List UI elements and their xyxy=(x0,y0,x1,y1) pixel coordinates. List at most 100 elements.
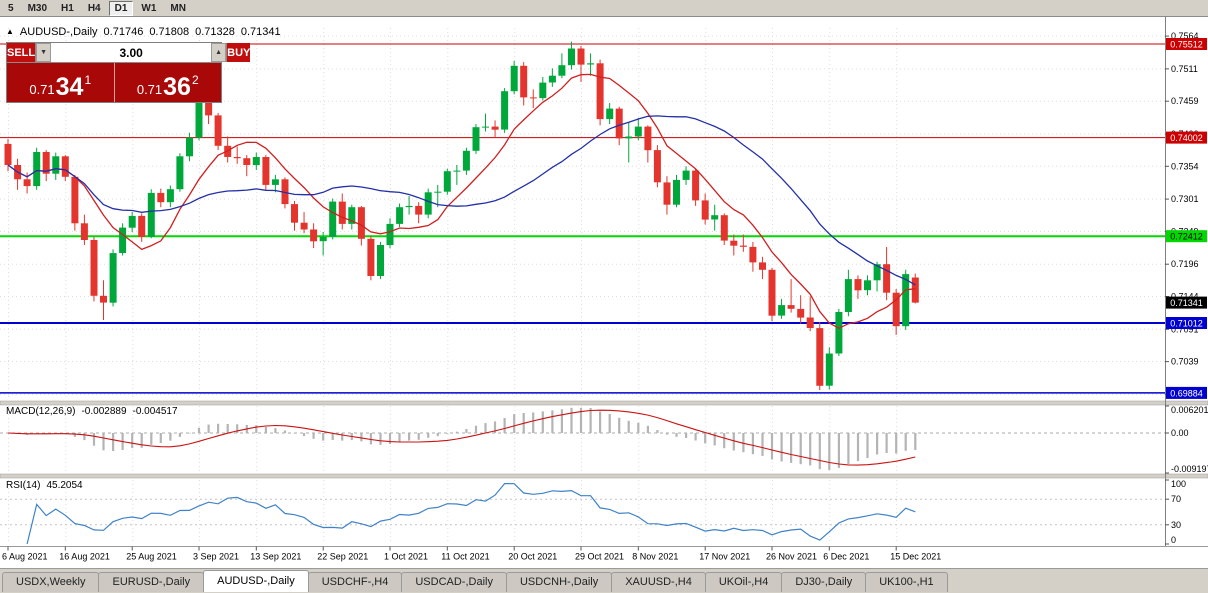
axis-label: 0.7144 xyxy=(1171,292,1199,302)
price-level-badge-label: 0.74002 xyxy=(1170,133,1203,143)
candle-body xyxy=(166,189,174,203)
chart-tab-uk100-h1[interactable]: UK100-,H1 xyxy=(865,572,948,592)
macd-histogram-bar xyxy=(455,431,458,433)
macd-histogram-bar xyxy=(73,433,76,437)
macd-histogram-bar xyxy=(150,433,153,445)
macd-histogram-bar xyxy=(761,433,764,456)
macd-histogram-bar xyxy=(637,422,640,433)
price-level-badge xyxy=(1166,131,1207,144)
candle-body xyxy=(491,126,499,130)
price-level-badge xyxy=(1166,317,1207,329)
candle-body xyxy=(759,262,766,270)
date-axis-label: 6 Dec 2021 xyxy=(823,552,869,562)
chart-tab-usdx-weekly[interactable]: USDX,Weekly xyxy=(2,572,100,592)
macd-histogram-bar xyxy=(197,427,201,433)
candle-body xyxy=(147,192,155,237)
chart-tab-dj30-daily[interactable]: DJ30-,Daily xyxy=(781,572,867,592)
chart-tab-eurusd-daily[interactable]: EURUSD-,Daily xyxy=(98,572,205,592)
candle-body xyxy=(835,312,843,354)
chart-tab-ukoil-h4[interactable]: UKOil-,H4 xyxy=(704,572,783,592)
candle-body xyxy=(109,253,117,303)
one-click-top-row: SELL ▼ ▲ BUY xyxy=(7,43,251,62)
chart-tab-audusd-daily[interactable]: AUDUSD-,Daily xyxy=(203,570,309,592)
timeframe-button-h1[interactable]: H1 xyxy=(61,2,74,14)
candle-body xyxy=(195,103,203,138)
macd-histogram-bar xyxy=(493,421,497,433)
macd-histogram-bar xyxy=(417,433,420,440)
macd-histogram-bar xyxy=(837,433,840,468)
candle-body xyxy=(539,82,547,99)
macd-histogram-bar xyxy=(427,433,430,438)
candle-body xyxy=(176,156,184,190)
macd-histogram-bar xyxy=(694,433,697,441)
buy-button[interactable]: BUY xyxy=(227,43,251,62)
candle-body xyxy=(739,245,747,247)
candle-body xyxy=(568,48,575,66)
macd-histogram-bar xyxy=(236,424,239,433)
timeframe-button-d1[interactable]: D1 xyxy=(108,0,134,16)
panel-divider[interactable] xyxy=(0,473,1208,479)
macd-histogram-bar xyxy=(102,433,105,451)
axis-label: 0.006201 xyxy=(1171,405,1208,415)
timeframe-button-w1[interactable]: W1 xyxy=(141,2,157,14)
macd-histogram-bar xyxy=(579,407,583,433)
panel-divider[interactable] xyxy=(0,400,1208,406)
sell-button[interactable]: SELL xyxy=(7,43,36,62)
price-level-badge xyxy=(1166,296,1207,309)
candle-body xyxy=(625,136,633,139)
volume-control: ▼ ▲ xyxy=(35,43,228,62)
macd-histogram-bar xyxy=(847,433,850,464)
chart-tab-usdcad-daily[interactable]: USDCAD-,Daily xyxy=(401,572,507,592)
candle-body xyxy=(892,292,900,327)
macd-histogram-bar xyxy=(255,425,258,433)
candle-body xyxy=(529,97,537,99)
macd-histogram-bar xyxy=(436,433,439,437)
price-level-badge xyxy=(1166,38,1207,50)
candle-body xyxy=(281,179,289,205)
volume-increase-button[interactable]: ▲ xyxy=(211,43,227,62)
macd-histogram-bar xyxy=(790,433,793,463)
rsi-line xyxy=(26,482,916,545)
chart-symbol-label: AUDUSD-,Daily xyxy=(19,26,98,38)
axis-label: 0.00 xyxy=(1171,428,1189,438)
date-axis-label: 20 Oct 2021 xyxy=(508,552,557,562)
macd-histogram-bar xyxy=(914,433,917,450)
macd-signal-line xyxy=(7,409,916,466)
chart-tab-bar: USDX,Weekly EURUSD-,Daily AUDUSD-,Daily USD… xyxy=(0,568,1208,593)
volume-input[interactable] xyxy=(51,43,212,62)
macd-histogram-bar xyxy=(408,433,411,441)
macd-histogram-bar xyxy=(627,420,630,433)
ohlc-open-value: 0.71746 xyxy=(103,26,144,38)
sell-price-panel[interactable]: 0.71 34 1 xyxy=(7,63,115,102)
timeframe-button-m30[interactable]: M30 xyxy=(27,2,48,14)
ma-slow-line xyxy=(7,115,916,286)
timeframe-button-mn[interactable]: MN xyxy=(170,2,186,14)
timeframe-button-5[interactable]: 5 xyxy=(8,2,14,14)
macd-histogram-bar xyxy=(331,433,334,440)
axis-label: 0 xyxy=(1171,535,1176,545)
candle-body xyxy=(806,317,814,328)
candle-body xyxy=(558,65,566,76)
candle-body xyxy=(825,353,833,386)
chart-tab-usdcnh-daily[interactable]: USDCNH-,Daily xyxy=(505,572,613,592)
candle-body xyxy=(157,192,165,203)
candle-body xyxy=(720,215,728,241)
timeframe-button-h4[interactable]: H4 xyxy=(87,2,101,14)
ohlc-high-value: 0.71808 xyxy=(149,26,190,38)
buy-price-panel[interactable]: 0.71 36 2 xyxy=(114,63,221,102)
macd-histogram-bar xyxy=(618,417,621,433)
candle-body xyxy=(100,295,107,303)
volume-decrease-button[interactable]: ▼ xyxy=(36,43,52,62)
price-level-badge-label: 0.71012 xyxy=(1170,319,1203,329)
candle-body xyxy=(596,63,604,120)
candle-body xyxy=(252,157,260,166)
macd-histogram-bar xyxy=(876,433,879,455)
one-click-collapse-icon[interactable]: ▲ xyxy=(6,27,14,36)
timeframe-toolbar: 5 M30 H1 H4 D1 W1 MN xyxy=(0,0,1208,17)
candle-body xyxy=(501,91,509,130)
date-axis-label: 3 Sep 2021 xyxy=(193,552,239,562)
chart-tab-usdchf-h4[interactable]: USDCHF-,H4 xyxy=(307,572,403,592)
macd-histogram-bar xyxy=(646,425,649,433)
chart-tab-xauusd-h4[interactable]: XAUUSD-,H4 xyxy=(611,572,706,592)
